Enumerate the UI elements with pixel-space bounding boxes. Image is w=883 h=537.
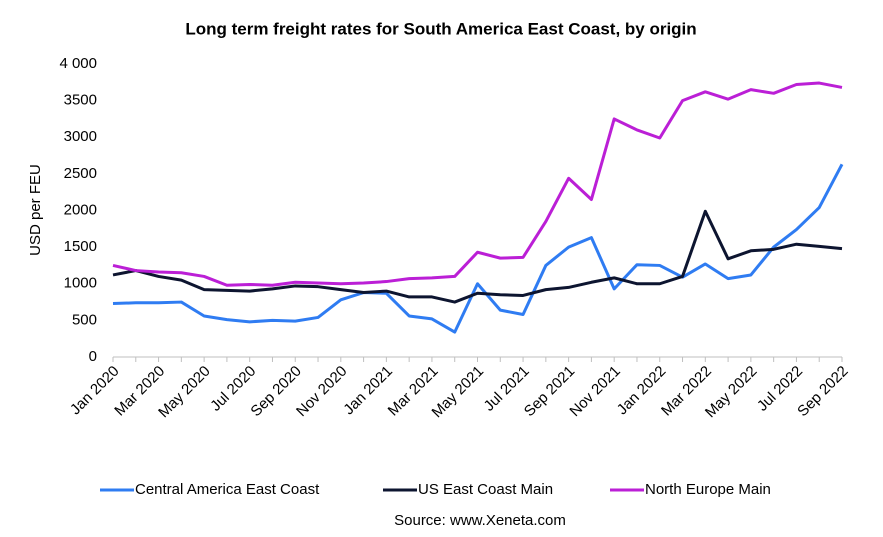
y-tick-label: 0 [89, 348, 97, 365]
y-tick-label: 1000 [64, 275, 97, 292]
y-tick-label: 4 000 [59, 55, 97, 72]
legend-label: US East Coast Main [418, 481, 553, 498]
legend-label: Central America East Coast [135, 481, 320, 498]
y-tick-label: 3500 [64, 92, 97, 109]
series-line [112, 163, 844, 334]
series-line [112, 81, 843, 287]
legend-label: North Europe Main [645, 481, 771, 498]
y-tick-label: 500 [72, 311, 97, 328]
chart-title: Long term freight rates for South Americ… [185, 19, 696, 38]
x-tick-label: Nov 2020 [293, 363, 350, 420]
y-tick-label: 2500 [64, 165, 97, 182]
source: Source: www.Xeneta.com [394, 512, 566, 529]
y-tick-label: 3000 [64, 128, 97, 145]
y-tick-label: 2000 [64, 201, 97, 218]
x-tick-label: Nov 2021 [566, 363, 623, 420]
x-tick-label: Sep 2022 [794, 363, 851, 420]
series-line [112, 209, 843, 304]
y-axis-label: USD per FEU [27, 164, 44, 256]
y-tick-label: 1500 [64, 238, 97, 255]
